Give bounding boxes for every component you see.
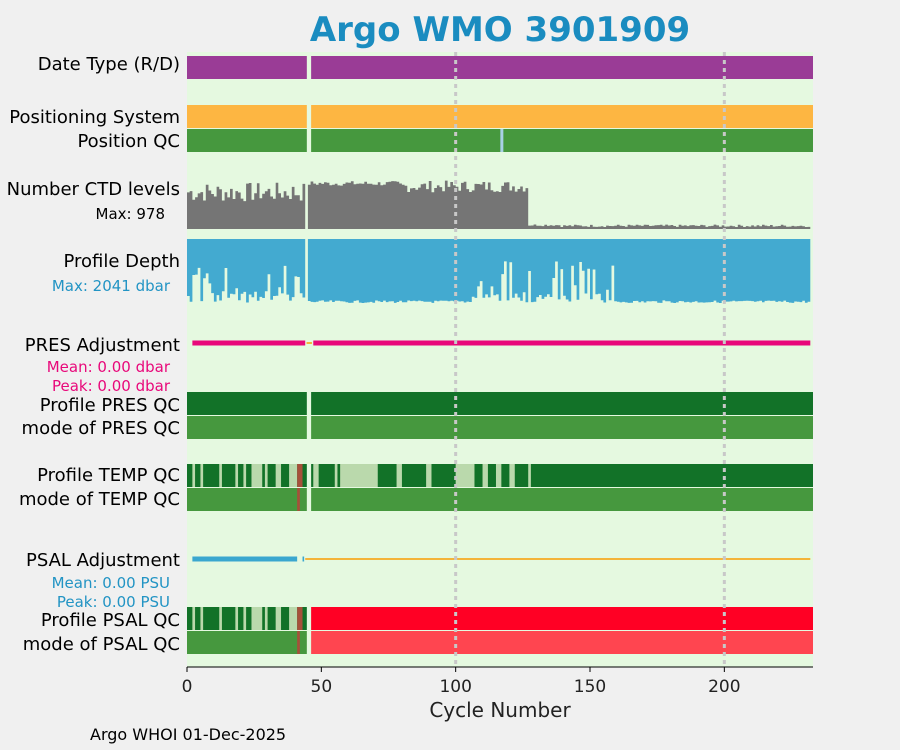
label-profile-temp-qc: Profile TEMP QC [37, 465, 180, 486]
temp-qc-light-9 [313, 464, 319, 487]
temp-qc-light-16 [495, 464, 502, 487]
stat-psal-peak: Peak: 0.00 PSU [57, 593, 170, 611]
date-type-band-left [187, 56, 307, 79]
profile-pres-qc-band-right [311, 392, 813, 415]
x-tick-label-150: 150 [574, 677, 606, 697]
x-tick-label-200: 200 [708, 677, 740, 697]
label-profile-depth: Profile Depth [63, 251, 180, 272]
label-pres-adjustment: PRES Adjustment [25, 335, 180, 356]
temp-qc-light-12 [396, 464, 402, 487]
date-type-band-right [311, 56, 813, 79]
stat-pres-mean: Mean: 0.00 dbar [47, 358, 171, 376]
psal-qc-light-8 [289, 607, 298, 630]
position-qc-band-right [311, 129, 813, 152]
temp-qc-light-3 [235, 464, 239, 487]
mode-psal-qc-bad [311, 631, 813, 654]
profile-temp-qc-band-right [311, 464, 813, 487]
temp-qc-light-6 [264, 464, 268, 487]
temp-qc-light-14 [455, 464, 475, 487]
psal-qc-light-3 [235, 607, 239, 630]
profile-pres-qc-band-left [187, 392, 307, 415]
temp-qc-light-17 [509, 464, 515, 487]
temp-qc-light-7 [275, 464, 282, 487]
positioning-band-left [187, 105, 307, 128]
ctd-levels-bars [187, 180, 811, 229]
psal-qc-light-0 [192, 607, 196, 630]
psal-qc-light-6 [264, 607, 268, 630]
temp-qc-light-15 [482, 464, 488, 487]
psal-qc-mode-outlier [297, 631, 300, 654]
label-date-type: Date Type (R/D) [38, 54, 180, 75]
profile-depth-bars [187, 239, 811, 303]
stat-psal-mean: Mean: 0.00 PSU [52, 574, 170, 592]
stat-ctd-max: Max: 978 [96, 205, 165, 223]
positioning-band-right [311, 105, 813, 128]
profile-temp-qc-band-left [187, 464, 307, 487]
mode-temp-qc-band-left [187, 488, 307, 511]
footer-credit: Argo WHOI 01-Dec-2025 [90, 725, 287, 744]
plot-background [187, 52, 813, 667]
temp-qc-light-0 [192, 464, 196, 487]
profile-psal-qc-good [187, 607, 307, 630]
temp-qc-light-8 [289, 464, 298, 487]
x-axis-label: Cycle Number [429, 698, 571, 722]
profile-psal-qc-bad [311, 607, 813, 630]
mode-temp-qc-band-right [311, 488, 813, 511]
temp-qc-light-18 [528, 464, 531, 487]
label-profile-pres-qc: Profile PRES QC [40, 395, 180, 416]
psal-qc-light-1 [200, 607, 204, 630]
temp-qc-light-13 [426, 464, 432, 487]
label-positioning-system: Positioning System [9, 107, 180, 128]
psal-qc-outlier [297, 607, 303, 630]
label-mode-pres-qc: mode of PRES QC [22, 418, 180, 439]
mode-pres-qc-band-right [311, 416, 813, 439]
label-mode-temp-qc: mode of TEMP QC [19, 489, 180, 510]
position-qc-band-left [187, 129, 307, 152]
chart-title: Argo WMO 3901909 [309, 10, 691, 50]
temp-qc-outlier [297, 464, 303, 487]
temp-qc-light-10 [334, 464, 338, 487]
temp-qc-light-1 [200, 464, 204, 487]
label-position-qc: Position QC [77, 131, 180, 152]
x-tick-label-0: 0 [182, 677, 193, 697]
x-tick-label-50: 50 [311, 677, 333, 697]
mode-psal-qc-good [187, 631, 307, 654]
stat-pres-peak: Peak: 0.00 dbar [52, 377, 171, 395]
label-profile-psal-qc: Profile PSAL QC [41, 610, 180, 631]
psal-qc-light-2 [219, 607, 222, 630]
temp-qc-mode-outlier [297, 488, 300, 511]
psal-qc-light-7 [275, 607, 282, 630]
position-qc-flag [500, 129, 504, 152]
mode-pres-qc-band-left [187, 416, 307, 439]
temp-qc-light-11 [340, 464, 378, 487]
psal-qc-light-4 [243, 607, 247, 630]
temp-qc-light-2 [219, 464, 222, 487]
temp-qc-light-4 [243, 464, 247, 487]
label-mode-psal-qc: mode of PSAL QC [23, 634, 180, 655]
stat-depth-max: Max: 2041 dbar [52, 277, 171, 295]
psal-qc-light-5 [251, 607, 263, 630]
temp-qc-light-5 [251, 464, 263, 487]
label-psal-adjustment: PSAL Adjustment [26, 550, 180, 571]
label-ctd-levels: Number CTD levels [7, 179, 180, 200]
x-tick-label-100: 100 [439, 677, 471, 697]
